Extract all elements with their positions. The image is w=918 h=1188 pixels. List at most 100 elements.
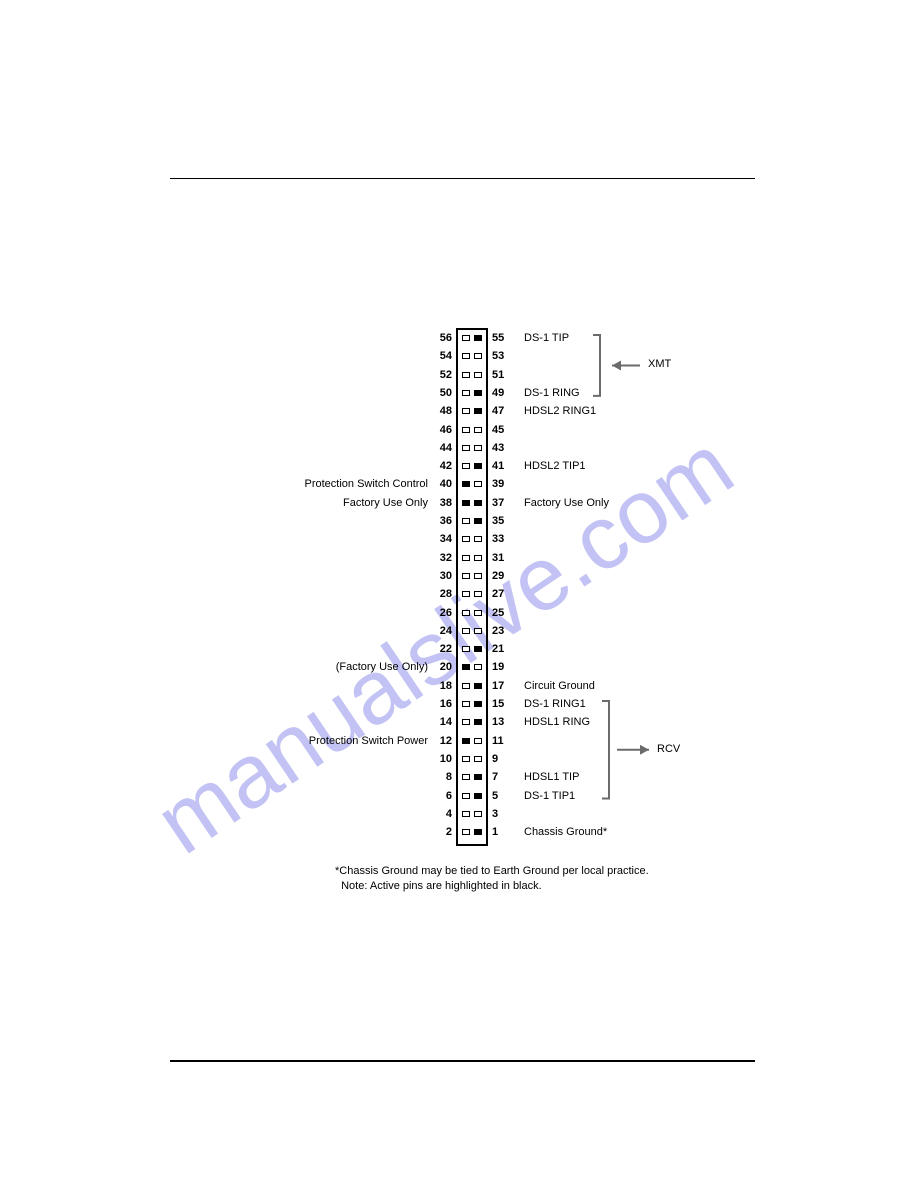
pin-number-even: 24: [440, 625, 452, 637]
pin-row: 2625: [0, 608, 918, 618]
pin-odd: [474, 353, 482, 359]
pin-row: 109: [0, 754, 918, 764]
pin-number-odd: 39: [492, 478, 504, 490]
pin-even: [462, 756, 470, 762]
pin-number-odd: 21: [492, 643, 504, 655]
pin-number-odd: 49: [492, 387, 504, 399]
pin-number-odd: 53: [492, 350, 504, 362]
pin-even: [462, 719, 470, 725]
pin-even: [462, 555, 470, 561]
pin-even: [462, 463, 470, 469]
pin-even: [462, 353, 470, 359]
pin-row: 21Chassis Ground*: [0, 827, 918, 837]
pin-row: 2827: [0, 589, 918, 599]
pin-even: [462, 811, 470, 817]
pin-odd: [474, 628, 482, 634]
pin-row: 52 51: [0, 370, 918, 380]
pin-label-left: Factory Use Only: [343, 497, 428, 509]
pin-label-right: Circuit Ground: [524, 680, 595, 692]
pin-number-even: 14: [440, 716, 452, 728]
pin-label-right: HDSL2 TIP1: [524, 460, 586, 472]
pin-odd: [474, 481, 482, 487]
pin-row: 12 11 Protection Switch Power: [0, 736, 918, 746]
pin-label-right: DS-1 RING: [524, 387, 580, 399]
pin-even: [462, 408, 470, 414]
pin-number-odd: 33: [492, 533, 504, 545]
pin-even: [462, 481, 470, 487]
pin-odd: [474, 683, 482, 689]
pin-row: 4443: [0, 443, 918, 453]
pin-number-even: 2: [446, 826, 452, 838]
pin-even: [462, 591, 470, 597]
pin-even: [462, 610, 470, 616]
pin-even: [462, 427, 470, 433]
group-label-rcv: RCV: [657, 743, 680, 755]
pin-label-left: (Factory Use Only): [336, 661, 428, 673]
pin-label-right: HDSL1 TIP: [524, 771, 579, 783]
pin-number-odd: 23: [492, 625, 504, 637]
pin-number-odd: 29: [492, 570, 504, 582]
pin-number-even: 20: [440, 661, 452, 673]
pin-number-even: 40: [440, 478, 452, 490]
pin-odd: [474, 646, 482, 652]
pin-number-odd: 35: [492, 515, 504, 527]
pin-odd: [474, 610, 482, 616]
pin-number-even: 38: [440, 497, 452, 509]
pin-label-right: DS-1 TIP: [524, 332, 569, 344]
pin-number-odd: 19: [492, 661, 504, 673]
group-label-xmt: XMT: [648, 358, 671, 370]
pin-number-even: 10: [440, 753, 452, 765]
pin-row: 87HDSL1 TIP: [0, 772, 918, 782]
pin-number-odd: 5: [492, 790, 498, 802]
pin-label-right: DS-1 TIP1: [524, 790, 575, 802]
pin-odd: [474, 500, 482, 506]
pin-number-odd: 11: [492, 735, 504, 747]
pin-label-right: Chassis Ground*: [524, 826, 607, 838]
pin-row: 5453: [0, 351, 918, 361]
pin-even: [462, 646, 470, 652]
pin-odd: [474, 738, 482, 744]
pin-number-odd: 15: [492, 698, 504, 710]
pin-even: [462, 445, 470, 451]
pin-odd: [474, 335, 482, 341]
pin-row: 1817Circuit Ground: [0, 681, 918, 691]
pin-number-even: 4: [446, 808, 452, 820]
pin-even: [462, 335, 470, 341]
pin-number-even: 46: [440, 424, 452, 436]
pin-odd: [474, 445, 482, 451]
pin-number-odd: 25: [492, 607, 504, 619]
pin-even: [462, 628, 470, 634]
rule-top: [170, 178, 755, 179]
pin-odd: [474, 591, 482, 597]
pin-number-even: 50: [440, 387, 452, 399]
pin-row: 5655DS-1 TIP: [0, 333, 918, 343]
pin-odd: [474, 555, 482, 561]
pin-number-odd: 45: [492, 424, 504, 436]
pin-number-even: 22: [440, 643, 452, 655]
pin-odd: [474, 573, 482, 579]
pin-number-odd: 51: [492, 369, 504, 381]
pin-number-odd: 55: [492, 332, 504, 344]
pin-number-even: 48: [440, 405, 452, 417]
pin-odd: [474, 536, 482, 542]
pin-row: 3029: [0, 571, 918, 581]
pin-row: 4847HDSL2 RING1: [0, 406, 918, 416]
pin-number-even: 42: [440, 460, 452, 472]
pin-even: [462, 536, 470, 542]
pin-number-odd: 47: [492, 405, 504, 417]
pin-even: [462, 683, 470, 689]
pin-number-odd: 41: [492, 460, 504, 472]
pin-row: 1413HDSL1 RING: [0, 717, 918, 727]
pin-number-even: 52: [440, 369, 452, 381]
pin-label-left: Protection Switch Power: [309, 735, 428, 747]
pin-even: [462, 500, 470, 506]
pin-odd: [474, 829, 482, 835]
pin-odd: [474, 427, 482, 433]
pin-row: 43: [0, 809, 918, 819]
pin-odd: [474, 390, 482, 396]
pin-number-even: 12: [440, 735, 452, 747]
pin-row: 42 41 HDSL2 TIP1: [0, 461, 918, 471]
pin-row: 3635: [0, 516, 918, 526]
pin-even: [462, 701, 470, 707]
pin-number-even: 32: [440, 552, 452, 564]
